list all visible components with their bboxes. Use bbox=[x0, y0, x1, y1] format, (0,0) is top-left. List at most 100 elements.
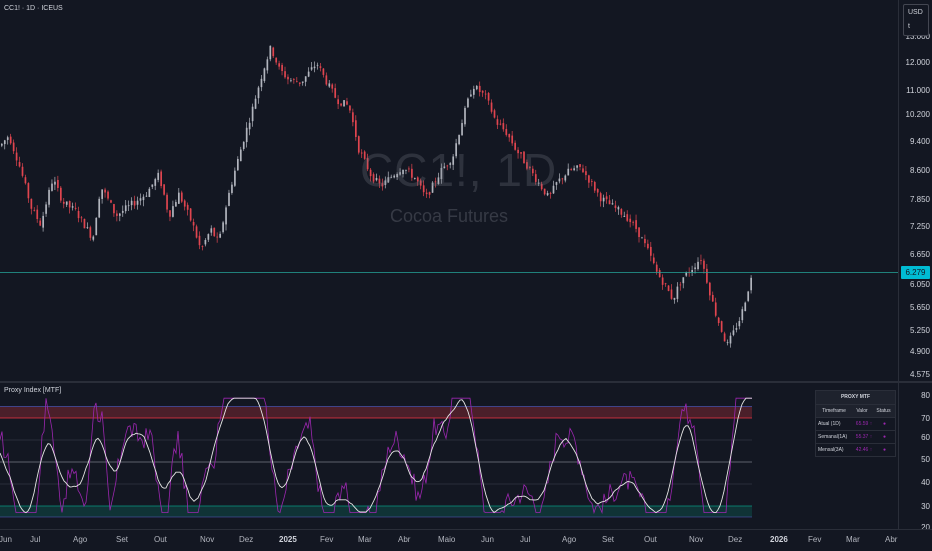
indicator-pane[interactable]: Proxy Index [MTF] PROXY MTF Timeframe Va… bbox=[0, 383, 898, 529]
candle-body bbox=[151, 184, 154, 187]
symbol-legend[interactable]: CC1! · 1D · ICEUS bbox=[4, 5, 63, 12]
candle-body bbox=[396, 173, 398, 178]
candle-body bbox=[393, 175, 396, 178]
candle-body bbox=[467, 98, 469, 108]
candle-body bbox=[216, 236, 219, 238]
candle-body bbox=[316, 64, 319, 66]
candle-body bbox=[732, 330, 735, 335]
candle-body bbox=[747, 291, 750, 301]
price-pane[interactable]: CC1!, 1D Cocoa Futures CC1! · 1D · ICEUS bbox=[0, 0, 898, 380]
candlestick-chart[interactable] bbox=[0, 0, 898, 380]
candle-body bbox=[446, 165, 449, 167]
candle-body bbox=[183, 200, 186, 207]
candle-body bbox=[36, 209, 39, 219]
candle-body bbox=[408, 168, 410, 170]
candle-body bbox=[372, 174, 375, 182]
candle-body bbox=[195, 226, 198, 238]
candle-body bbox=[717, 317, 720, 324]
indicator-tick: 60 bbox=[921, 433, 930, 442]
candle-body bbox=[290, 80, 292, 82]
candle-body bbox=[281, 64, 283, 72]
candle-body bbox=[192, 222, 195, 226]
candle-body bbox=[555, 182, 558, 185]
candle-body bbox=[744, 302, 747, 312]
candle-body bbox=[673, 297, 676, 300]
candle-body bbox=[623, 215, 626, 217]
candle-body bbox=[470, 94, 472, 97]
candle-body bbox=[157, 172, 160, 180]
candle-body bbox=[334, 88, 337, 98]
candle-body bbox=[428, 192, 431, 195]
candle-body bbox=[110, 200, 112, 203]
candle-body bbox=[558, 178, 561, 182]
candle-body bbox=[237, 158, 239, 171]
candle-body bbox=[204, 239, 207, 245]
price-tick: 4.575 bbox=[909, 370, 930, 379]
candle-body bbox=[405, 169, 407, 171]
candle-body bbox=[39, 220, 42, 226]
candle-body bbox=[582, 168, 584, 173]
candle-body bbox=[198, 235, 201, 246]
candle-body bbox=[287, 76, 289, 80]
candle-body bbox=[499, 123, 502, 125]
candle-body bbox=[207, 234, 210, 240]
price-tick: 7.850 bbox=[909, 195, 930, 204]
time-tick: Dez bbox=[728, 535, 743, 544]
mtf-table: PROXY MTF Timeframe Valor Status Atual (… bbox=[815, 390, 896, 457]
candle-body bbox=[387, 177, 390, 183]
candle-body bbox=[254, 98, 257, 109]
candle-body bbox=[632, 221, 634, 223]
candle-body bbox=[490, 102, 493, 112]
proxy-index-chart[interactable] bbox=[0, 383, 898, 529]
time-axis[interactable]: Jun Jul Ago Set Out Nov Dez 2025 Fev Mar Abr Maio Ju… bbox=[0, 529, 932, 551]
candle-body bbox=[145, 195, 148, 197]
time-tick: Jul bbox=[520, 535, 531, 544]
row-timeframe: Mensal(3A) bbox=[818, 447, 844, 453]
candle-body bbox=[523, 151, 525, 164]
time-tick: Jun bbox=[0, 535, 12, 544]
candle-body bbox=[676, 286, 679, 299]
price-axis[interactable]: 13.000 12.000 11.000 10.200 9.400 8.600 7.850 7… bbox=[898, 0, 932, 532]
candle-body bbox=[189, 208, 192, 221]
candle-body bbox=[127, 205, 130, 207]
time-tick: Nov bbox=[200, 535, 215, 544]
candle-body bbox=[107, 191, 109, 199]
candle-body bbox=[520, 152, 522, 154]
header-value: Valor bbox=[856, 408, 868, 414]
candle-body bbox=[343, 100, 345, 107]
time-tick: Mar bbox=[358, 535, 372, 544]
candle-body bbox=[133, 201, 136, 206]
row-value: 42.46 ↑ bbox=[855, 447, 873, 453]
time-tick: Out bbox=[644, 535, 657, 544]
candle-body bbox=[222, 222, 224, 233]
candle-body bbox=[652, 257, 655, 264]
candle-body bbox=[95, 218, 98, 236]
candle-body bbox=[667, 285, 670, 291]
time-tick: Fev bbox=[320, 535, 334, 544]
candle-body bbox=[543, 188, 546, 195]
row-timeframe: Semanal(1A) bbox=[818, 434, 848, 440]
candle-body bbox=[529, 166, 531, 168]
header-timeframe: Timeframe bbox=[822, 408, 846, 414]
candle-body bbox=[549, 193, 552, 194]
row-status: ● bbox=[882, 434, 887, 440]
candle-body bbox=[493, 110, 496, 118]
row-status: ● bbox=[882, 447, 887, 453]
candle-body bbox=[620, 209, 623, 215]
candle-body bbox=[322, 68, 325, 75]
candle-body bbox=[579, 164, 581, 167]
candle-body bbox=[729, 335, 732, 344]
candle-body bbox=[402, 169, 404, 175]
candle-body bbox=[414, 177, 416, 179]
candle-body bbox=[735, 328, 738, 330]
candle-body bbox=[30, 198, 33, 209]
pane-separator[interactable] bbox=[0, 381, 932, 383]
candle-body bbox=[599, 193, 602, 202]
currency-unit-button[interactable]: USD t bbox=[903, 4, 929, 36]
candle-body bbox=[101, 189, 103, 199]
candle-body bbox=[74, 207, 77, 209]
candle-body bbox=[617, 207, 620, 210]
indicator-legend[interactable]: Proxy Index [MTF] bbox=[4, 387, 62, 394]
candle-body bbox=[638, 227, 640, 238]
candle-body bbox=[437, 177, 440, 184]
